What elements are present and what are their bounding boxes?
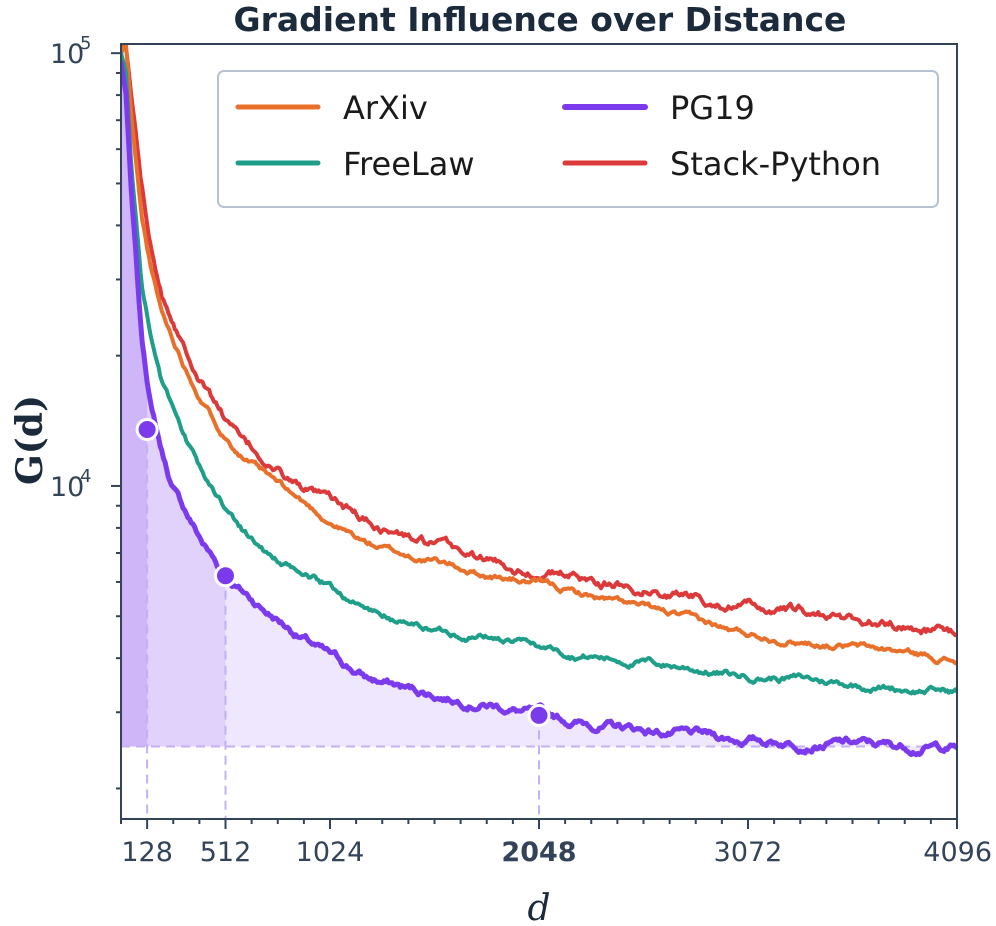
highlight-points [135, 418, 551, 727]
chart-title: Gradient Influence over Distance [233, 0, 847, 39]
pg19-fill-512 [121, 62, 226, 747]
x-axis-label: d [527, 888, 550, 926]
pg19-fill-128 [121, 62, 148, 747]
series-line-freelaw [121, 50, 957, 696]
y-axis-label: G(d) [9, 395, 51, 485]
highlight-point-1 [214, 564, 237, 588]
legend-label-pg19: PG19 [670, 89, 755, 127]
fill-regions [121, 62, 957, 755]
legend: ArXiv FreeLaw PG19 Stack-Python [217, 70, 939, 208]
x-tick-label-0: 128 [121, 837, 173, 868]
legend-label-arxiv: ArXiv [343, 89, 428, 127]
legend-label-freelaw: FreeLaw [343, 145, 475, 183]
legend-box [217, 70, 939, 208]
pg19-fill-light [121, 62, 957, 755]
y-tick-label-1: 10 [50, 472, 84, 503]
x-tick-label-3: 2048 [501, 837, 576, 868]
x-tick-label-1: 512 [200, 837, 252, 868]
x-tick-label-5: 4096 [923, 837, 992, 868]
x-tick-label-2: 1024 [296, 837, 365, 868]
y-tick-exp-0: 5 [80, 33, 91, 54]
y-tick-exp-1: 4 [80, 466, 91, 487]
legend-label-stack-python: Stack-Python [670, 145, 881, 183]
y-tick-label-0: 10 [50, 39, 84, 70]
highlight-point-0 [135, 418, 159, 442]
series-line-arxiv [121, 44, 957, 666]
x-tick-label-4: 3072 [714, 837, 783, 868]
highlight-point-2 [527, 703, 551, 727]
